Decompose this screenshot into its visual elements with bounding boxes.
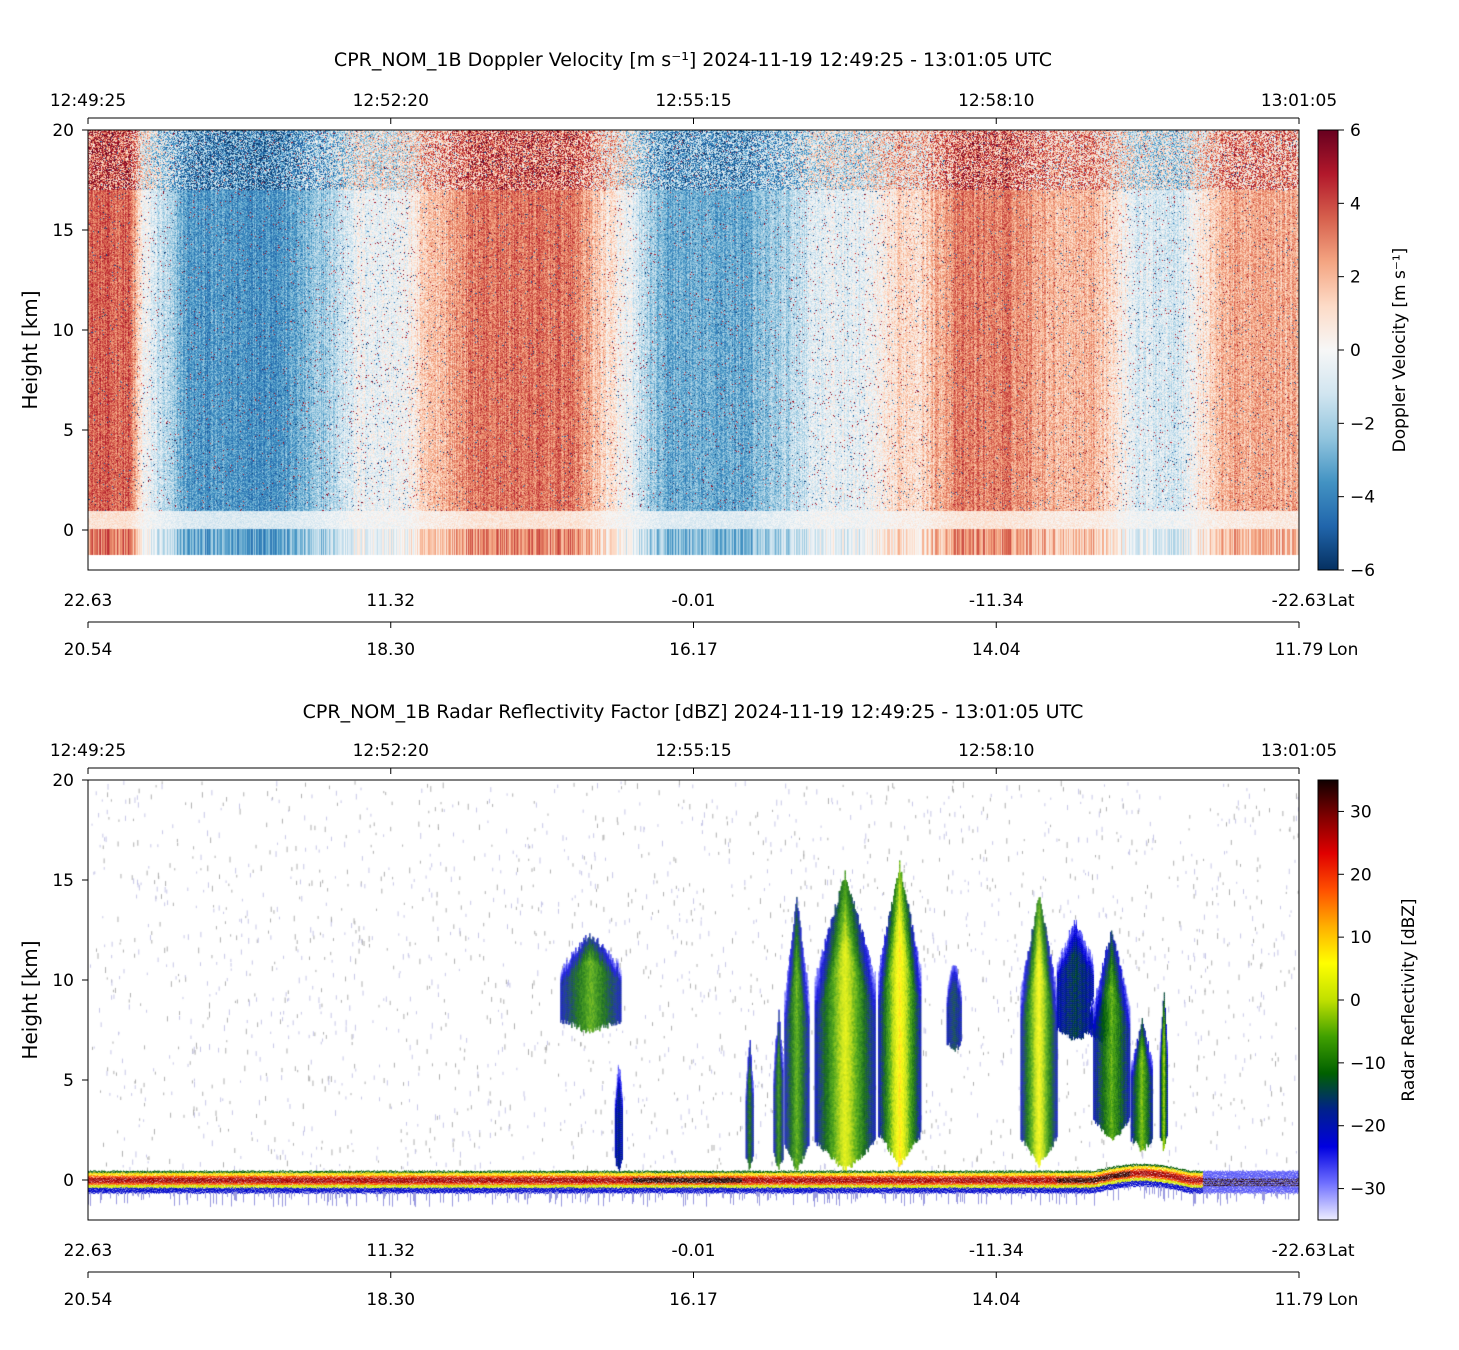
lat-tick-label: 22.63: [64, 591, 113, 611]
height-tick-label: 10: [52, 971, 74, 991]
lon-tick-label: 11.79: [1275, 1290, 1324, 1310]
colorbar-tick-label: 2: [1350, 268, 1361, 288]
doppler-time-ticks: 12:49:25 12:52:20 12:55:15 12:58:10 13:01:05: [50, 91, 1337, 124]
time-tick-label: 12:52:20: [353, 91, 429, 111]
lon-tick-label: 20.54: [64, 1290, 113, 1310]
reflectivity-height-ticks: 0 5 10 15 20: [52, 771, 88, 1191]
doppler-velocity-panel: CPR_NOM_1B Doppler Velocity [m s⁻¹] 2024…: [18, 49, 1410, 660]
lon-tick-label: 16.17: [669, 1290, 718, 1310]
height-tick-label: 5: [63, 421, 74, 441]
colorbar-tick-label: 30: [1350, 802, 1372, 822]
time-tick-label: 12:55:15: [655, 91, 731, 111]
time-tick-label: 12:58:10: [958, 91, 1034, 111]
reflectivity-title: CPR_NOM_1B Radar Reflectivity Factor [dB…: [303, 701, 1084, 723]
time-tick-label: 12:55:15: [655, 741, 731, 761]
colorbar-tick-label: 0: [1350, 341, 1361, 361]
lat-tick-label: -11.34: [969, 591, 1024, 611]
colorbar-tick-label: −6: [1350, 561, 1375, 581]
colorbar-tick-label: 6: [1350, 121, 1361, 141]
height-tick-label: 5: [63, 1071, 74, 1091]
doppler-colorbar: 6 4 2 0 −2 −4 −6 Doppler Velocity [m s⁻¹]: [1317, 121, 1410, 581]
height-tick-label: 0: [63, 521, 74, 541]
doppler-lon-ticks: 20.54 18.30 16.17 14.04 11.79: [64, 622, 1324, 660]
reflectivity-colorbar: 30 20 10 0 −10 −20 −30 Radar Reflectivity [dBZ…: [1317, 779, 1419, 1221]
lat-tick-label: 11.32: [366, 1241, 415, 1261]
colorbar-tick-label: −20: [1350, 1117, 1386, 1137]
reflectivity-lat-label: Lat: [1328, 1241, 1355, 1261]
reflectivity-lon-ticks: 20.54 18.30 16.17 14.04 11.79: [64, 1272, 1324, 1310]
lat-tick-label: 11.32: [366, 591, 415, 611]
doppler-ylabel: Height [km]: [18, 290, 42, 409]
lon-tick-label: 14.04: [972, 1290, 1021, 1310]
reflectivity-colorbar-label: Radar Reflectivity [dBZ]: [1399, 898, 1419, 1101]
reflectivity-panel: CPR_NOM_1B Radar Reflectivity Factor [dB…: [18, 701, 1419, 1310]
colorbar-tick-label: 20: [1350, 865, 1372, 885]
time-tick-label: 13:01:05: [1261, 91, 1337, 111]
reflectivity-ylabel: Height [km]: [18, 940, 42, 1059]
doppler-colorbar-fill: [1318, 130, 1338, 570]
doppler-title: CPR_NOM_1B Doppler Velocity [m s⁻¹] 2024…: [334, 49, 1052, 71]
height-tick-label: 10: [52, 321, 74, 341]
time-tick-label: 12:49:25: [50, 741, 126, 761]
lon-tick-label: 11.79: [1275, 640, 1324, 660]
reflectivity-heatmap: [88, 780, 1299, 1220]
height-tick-label: 20: [52, 771, 74, 791]
doppler-colorbar-label: Doppler Velocity [m s⁻¹]: [1390, 248, 1410, 453]
colorbar-tick-label: −2: [1350, 414, 1375, 434]
height-tick-label: 20: [52, 121, 74, 141]
doppler-lon-label: Lon: [1328, 640, 1358, 660]
lat-tick-label: -0.01: [672, 1241, 716, 1261]
lat-tick-label: 22.63: [64, 1241, 113, 1261]
doppler-height-ticks: 0 5 10 15 20: [52, 121, 88, 541]
time-tick-label: 13:01:05: [1261, 741, 1337, 761]
reflectivity-lat-ticks: 22.63 11.32 -0.01 -11.34 -22.63: [64, 1241, 1327, 1261]
reflectivity-plot-frame: [87, 779, 1300, 1221]
doppler-velocity-heatmap: [88, 130, 1299, 570]
lat-tick-label: -22.63: [1272, 1241, 1327, 1261]
lat-tick-label: -22.63: [1272, 591, 1327, 611]
doppler-lat-label: Lat: [1328, 591, 1355, 611]
colorbar-tick-label: −30: [1350, 1180, 1386, 1200]
lon-tick-label: 18.30: [366, 640, 415, 660]
time-tick-label: 12:52:20: [353, 741, 429, 761]
reflectivity-time-ticks: 12:49:25 12:52:20 12:55:15 12:58:10 13:01:05: [50, 741, 1337, 774]
time-tick-label: 12:58:10: [958, 741, 1034, 761]
reflectivity-lon-label: Lon: [1328, 1290, 1358, 1310]
height-tick-label: 0: [63, 1171, 74, 1191]
height-tick-label: 15: [52, 221, 74, 241]
time-tick-label: 12:49:25: [50, 91, 126, 111]
lon-tick-label: 20.54: [64, 640, 113, 660]
doppler-plot-frame: [87, 129, 1300, 571]
lon-tick-label: 16.17: [669, 640, 718, 660]
colorbar-tick-label: −4: [1350, 488, 1375, 508]
colorbar-tick-label: 0: [1350, 991, 1361, 1011]
doppler-lat-ticks: 22.63 11.32 -0.01 -11.34 -22.63: [64, 591, 1327, 611]
lon-tick-label: 18.30: [366, 1290, 415, 1310]
reflectivity-colorbar-fill: [1318, 780, 1338, 1220]
colorbar-tick-label: −10: [1350, 1054, 1386, 1074]
lat-tick-label: -11.34: [969, 1241, 1024, 1261]
reflectivity-colorbar-ticks: 30 20 10 0 −10 −20 −30: [1338, 802, 1386, 1200]
lon-tick-label: 14.04: [972, 640, 1021, 660]
lat-tick-label: -0.01: [672, 591, 716, 611]
colorbar-tick-label: 4: [1350, 194, 1361, 214]
colorbar-tick-label: 10: [1350, 928, 1372, 948]
height-tick-label: 15: [52, 871, 74, 891]
doppler-colorbar-ticks: 6 4 2 0 −2 −4 −6: [1338, 121, 1375, 581]
